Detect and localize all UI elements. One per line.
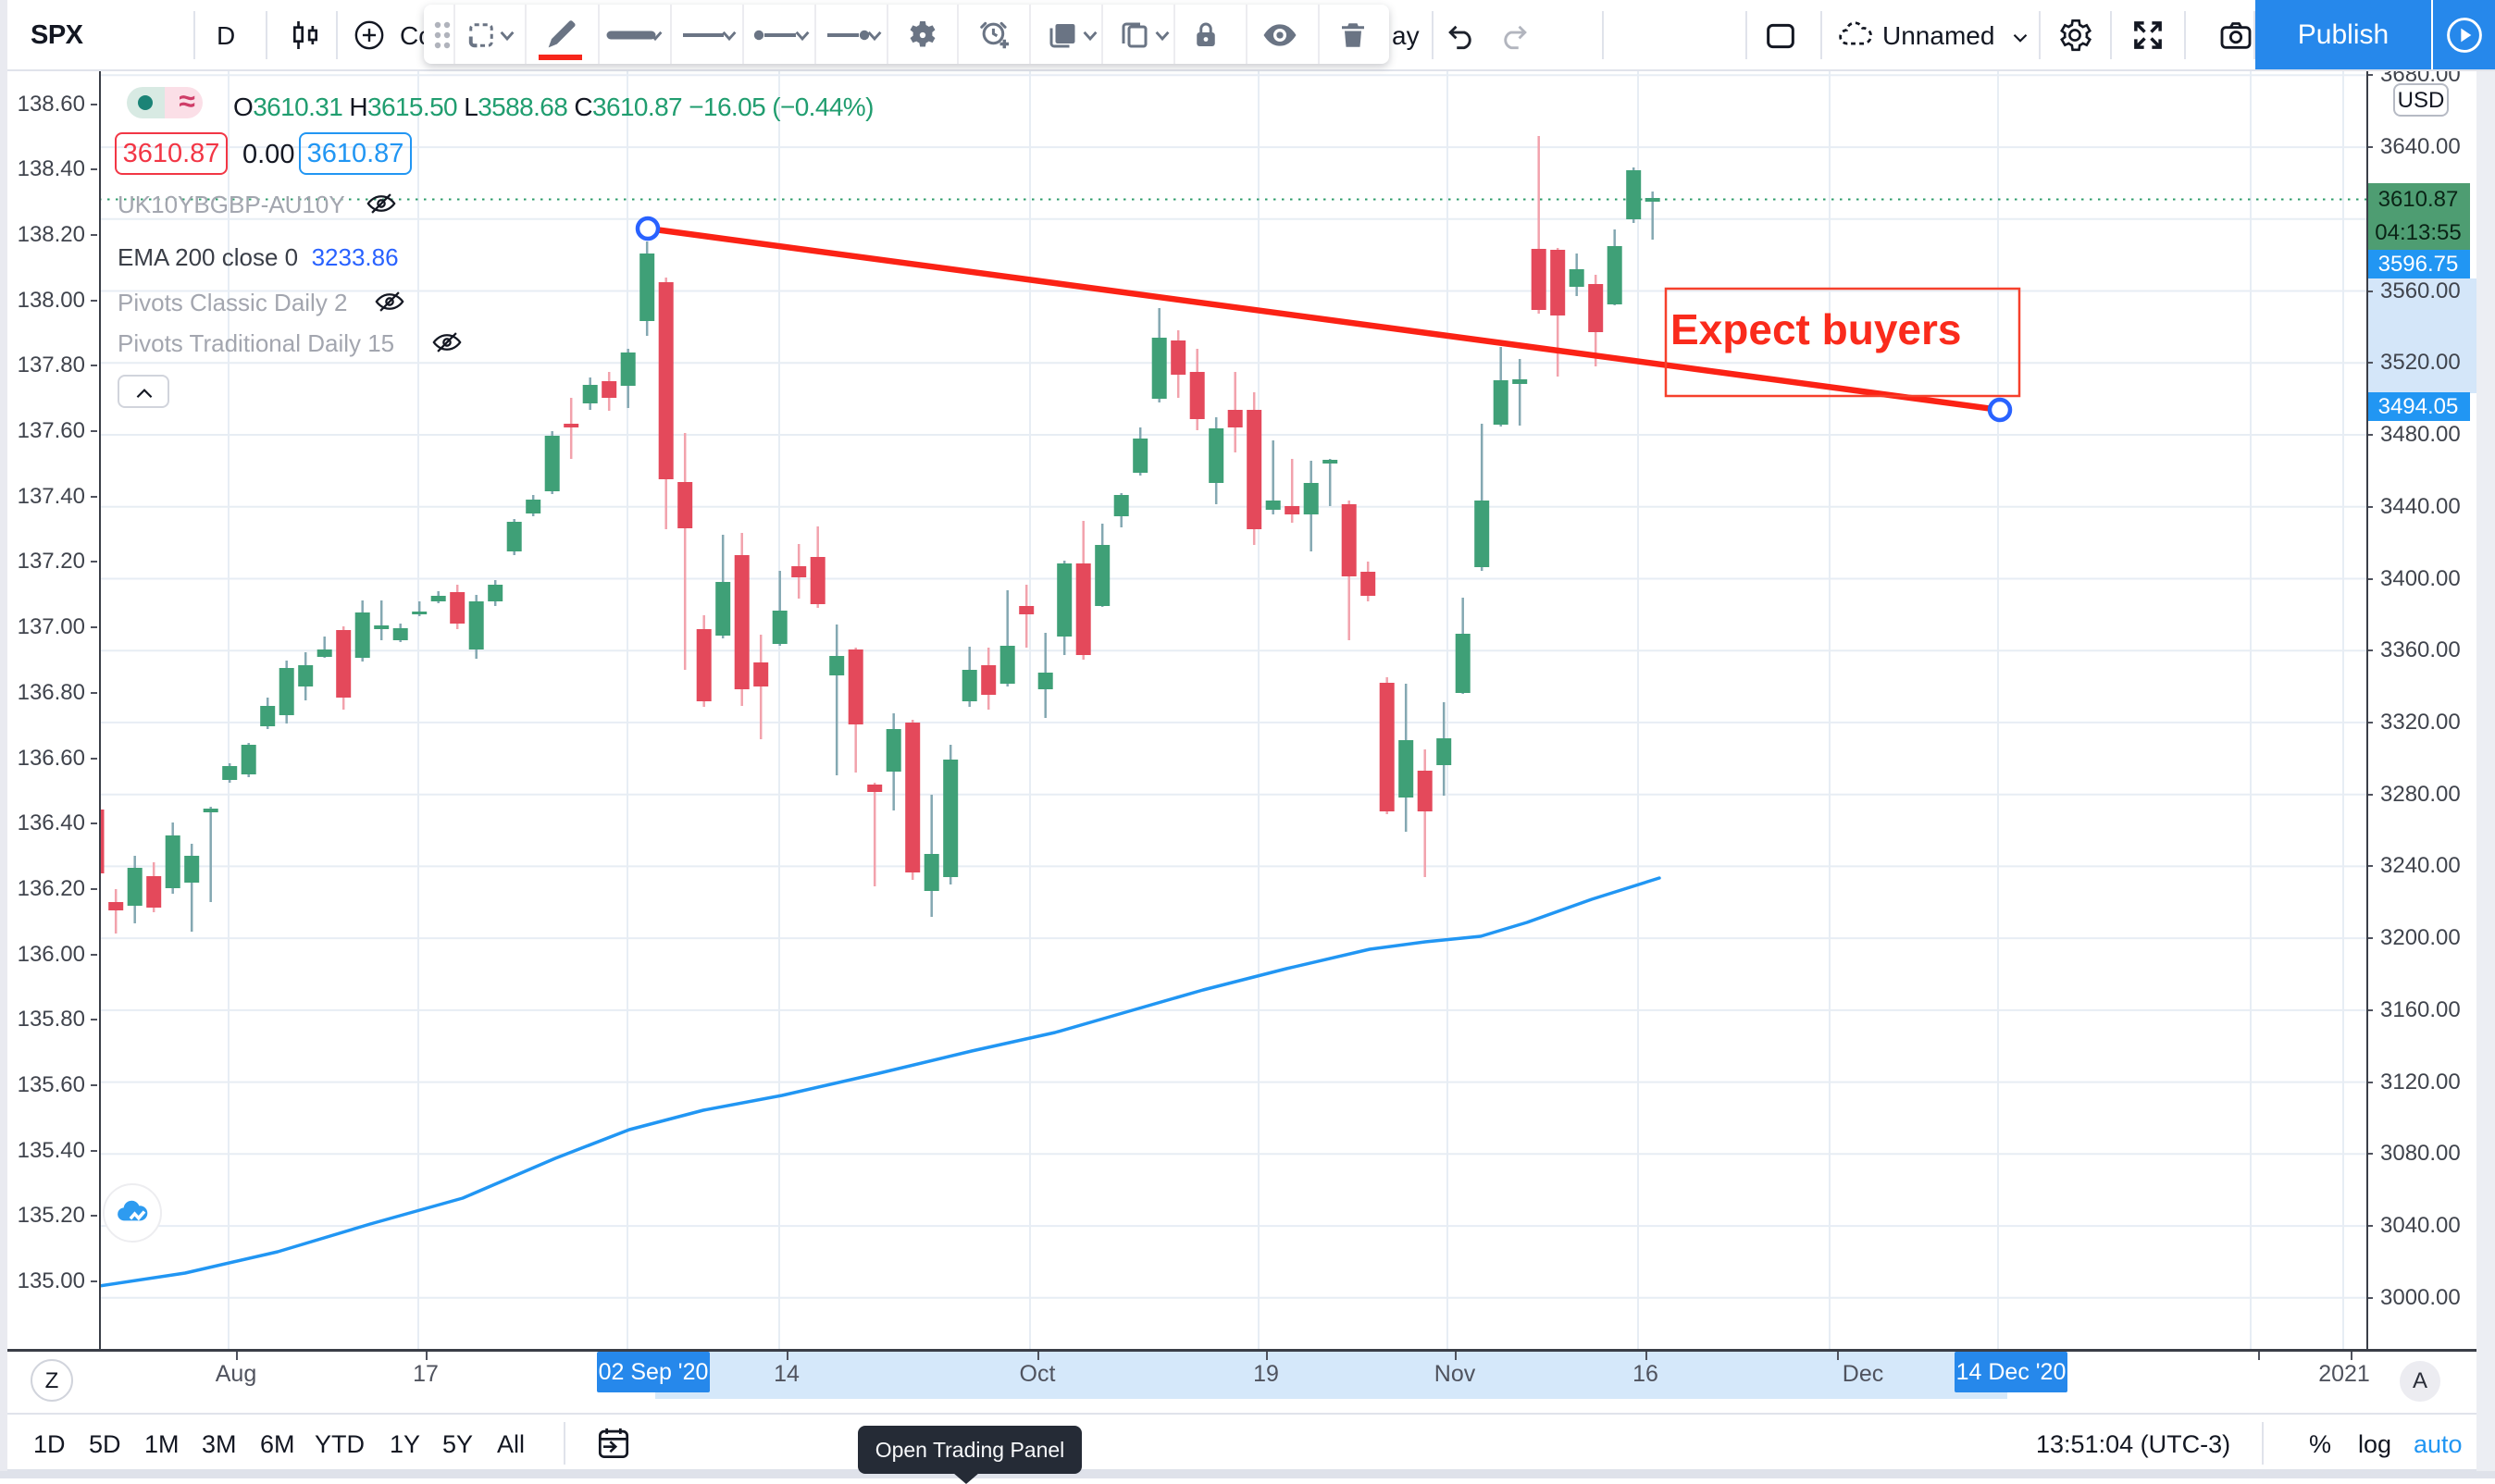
- svg-text:Expect buyers: Expect buyers: [1670, 305, 1961, 353]
